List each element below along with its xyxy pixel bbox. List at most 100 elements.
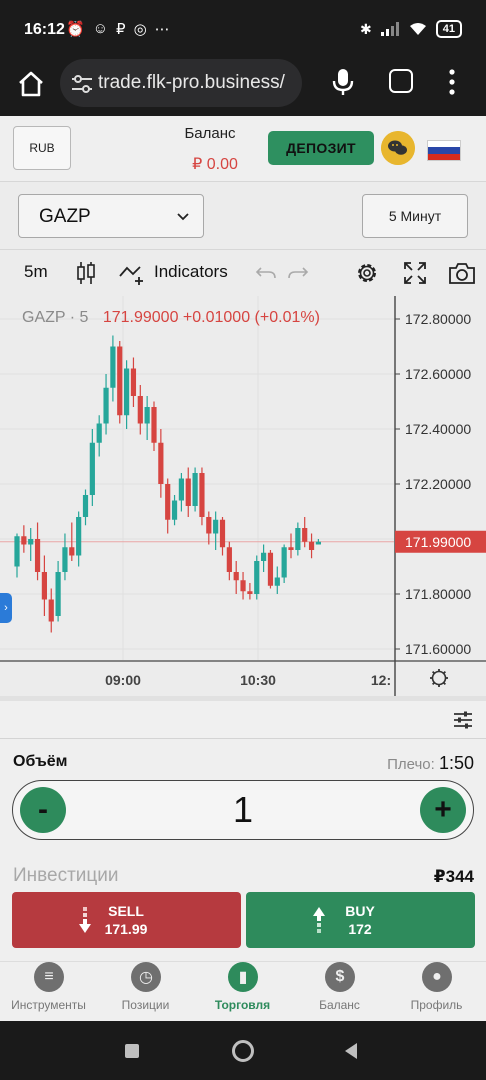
candle[interactable] — [137, 396, 143, 424]
browser-menu-icon[interactable] — [440, 67, 464, 97]
chart-settings-icon[interactable] — [354, 260, 380, 286]
asset-select[interactable]: GAZP — [18, 194, 204, 238]
divider — [0, 696, 486, 701]
axis-settings-icon[interactable] — [430, 669, 448, 687]
address-bar[interactable]: trade.flk-pro.business/ — [60, 59, 302, 107]
candle[interactable] — [55, 572, 61, 616]
candle[interactable] — [240, 580, 246, 592]
current-price-label: 171.99000 — [405, 534, 471, 550]
nav-item-5[interactable]: ● Профиль — [388, 962, 485, 1022]
candle[interactable] — [41, 572, 47, 600]
candle[interactable] — [213, 519, 219, 534]
interval-button[interactable]: 5m — [24, 262, 48, 281]
candle[interactable] — [48, 599, 54, 622]
home-icon[interactable] — [14, 67, 48, 101]
candle[interactable] — [103, 387, 109, 424]
increase-volume-button[interactable]: + — [420, 787, 466, 833]
candle[interactable] — [185, 478, 191, 507]
candle[interactable] — [151, 407, 157, 443]
candle[interactable] — [130, 368, 137, 397]
candle[interactable] — [110, 346, 116, 388]
candle[interactable] — [233, 572, 239, 581]
candle[interactable] — [219, 519, 226, 548]
recent-apps-icon[interactable] — [125, 1044, 139, 1058]
timeframe-select[interactable]: 5 Минут — [362, 194, 468, 238]
candle[interactable] — [14, 536, 20, 567]
candle[interactable] — [171, 500, 178, 520]
nav-item-2[interactable]: ◷ Позиции — [97, 962, 194, 1022]
nav-item-4[interactable]: $ Баланс — [291, 962, 388, 1022]
candle[interactable] — [254, 561, 260, 594]
price-chart[interactable]: 172.80000172.60000172.40000172.20000172.… — [0, 296, 486, 696]
indicators-button[interactable]: Indicators — [154, 262, 228, 281]
volume-value[interactable]: 1 — [232, 789, 254, 830]
candle[interactable] — [69, 547, 75, 556]
candle[interactable] — [62, 547, 68, 572]
candlestick-chart[interactable]: 172.80000172.60000172.40000172.20000172.… — [0, 296, 486, 696]
candle[interactable] — [274, 577, 280, 586]
nav-item-3[interactable]: ▮ Торговля — [194, 962, 291, 1022]
candle[interactable] — [89, 442, 95, 495]
fullscreen-icon[interactable] — [402, 260, 428, 286]
candle[interactable] — [302, 528, 308, 542]
sell-button[interactable]: SELL 171.99 — [12, 892, 241, 948]
redo-icon[interactable] — [287, 264, 309, 282]
candle[interactable] — [226, 547, 232, 572]
alarm-icon: ⏰ — [66, 21, 85, 38]
investment-value: ₽344 — [433, 867, 474, 886]
candle[interactable] — [192, 473, 198, 506]
candle[interactable] — [21, 536, 27, 545]
candle[interactable] — [315, 541, 321, 545]
candle[interactable] — [199, 473, 205, 517]
y-tick-label: 172.40000 — [405, 421, 471, 437]
candle[interactable] — [165, 484, 171, 520]
dollar-icon: $ — [325, 962, 355, 992]
language-flag-icon[interactable] — [427, 140, 461, 161]
candle[interactable] — [82, 495, 89, 517]
side-panel-toggle[interactable]: › — [0, 593, 12, 623]
camera-icon[interactable] — [448, 260, 476, 286]
buy-button[interactable]: BUY 172 — [246, 892, 475, 948]
microphone-icon[interactable] — [330, 67, 356, 97]
candle[interactable] — [247, 591, 253, 594]
filters-icon[interactable] — [452, 710, 474, 730]
chevron-down-icon — [177, 213, 189, 221]
candle[interactable] — [281, 547, 287, 578]
candle[interactable] — [178, 478, 184, 501]
candle-type-icon[interactable] — [74, 260, 98, 286]
legend-symbol: GAZP · 5 — [22, 309, 89, 326]
wifi-icon — [409, 23, 426, 35]
candle[interactable] — [308, 541, 315, 550]
deposit-button[interactable]: ДЕПОЗИТ — [268, 131, 374, 165]
candle[interactable] — [117, 346, 123, 416]
user-icon: ● — [422, 962, 452, 992]
browser-toolbar: trade.flk-pro.business/ — [0, 58, 486, 116]
candle[interactable] — [206, 517, 212, 534]
tab-switcher-icon[interactable] — [389, 69, 413, 93]
currency-button[interactable]: RUB — [13, 126, 71, 170]
home-circle-icon[interactable] — [232, 1040, 254, 1062]
candle[interactable] — [96, 423, 102, 443]
decrease-volume-button[interactable]: - — [20, 787, 66, 833]
candle[interactable] — [34, 539, 41, 572]
candle[interactable] — [76, 517, 82, 556]
arrow-down-icon — [79, 907, 91, 933]
indicators-icon[interactable] — [118, 262, 148, 286]
candle[interactable] — [158, 442, 164, 484]
candle[interactable] — [261, 552, 267, 561]
undo-icon[interactable] — [255, 264, 277, 282]
candle[interactable] — [124, 368, 130, 416]
trading-app: RUB Баланс ₽ 0.00 ДЕПОЗИТ GAZP 5 Минут 5… — [0, 116, 486, 1021]
chat-icon[interactable] — [381, 131, 415, 165]
url-text[interactable]: trade.flk-pro.business/ — [98, 72, 285, 93]
p-icon: ₽ — [116, 21, 126, 38]
back-icon[interactable] — [344, 1042, 358, 1060]
candle[interactable] — [144, 407, 150, 424]
nav-item-1[interactable]: ≡ Инструменты — [0, 962, 97, 1022]
nav-label: Позиции — [121, 998, 170, 1012]
site-settings-icon[interactable] — [70, 73, 94, 95]
candle[interactable] — [288, 547, 294, 550]
candle[interactable] — [28, 539, 34, 545]
candle[interactable] — [295, 528, 301, 550]
candle[interactable] — [267, 552, 274, 586]
